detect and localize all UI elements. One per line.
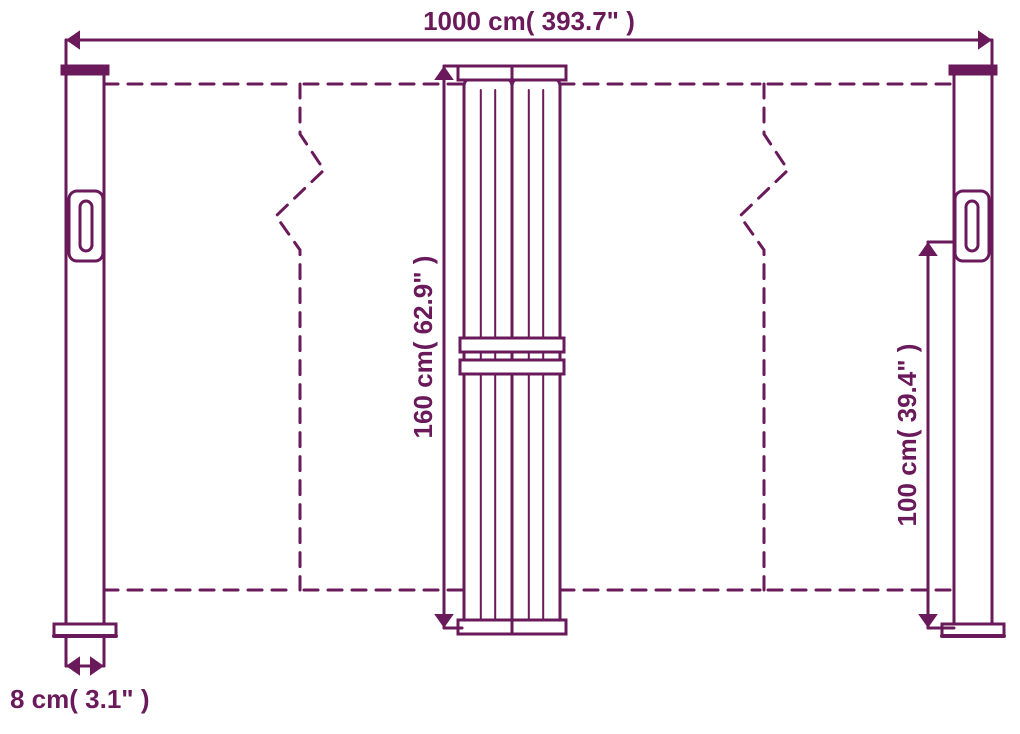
dimension-height-main: 160 cm( 62.9" ) [408,256,438,439]
dimension-base-width: 8 cm( 3.1" ) [10,684,150,714]
dimension-height-post: 100 cm( 39.4" ) [892,344,922,527]
dimension-width-total: 1000 cm( 393.7" ) [423,6,635,36]
